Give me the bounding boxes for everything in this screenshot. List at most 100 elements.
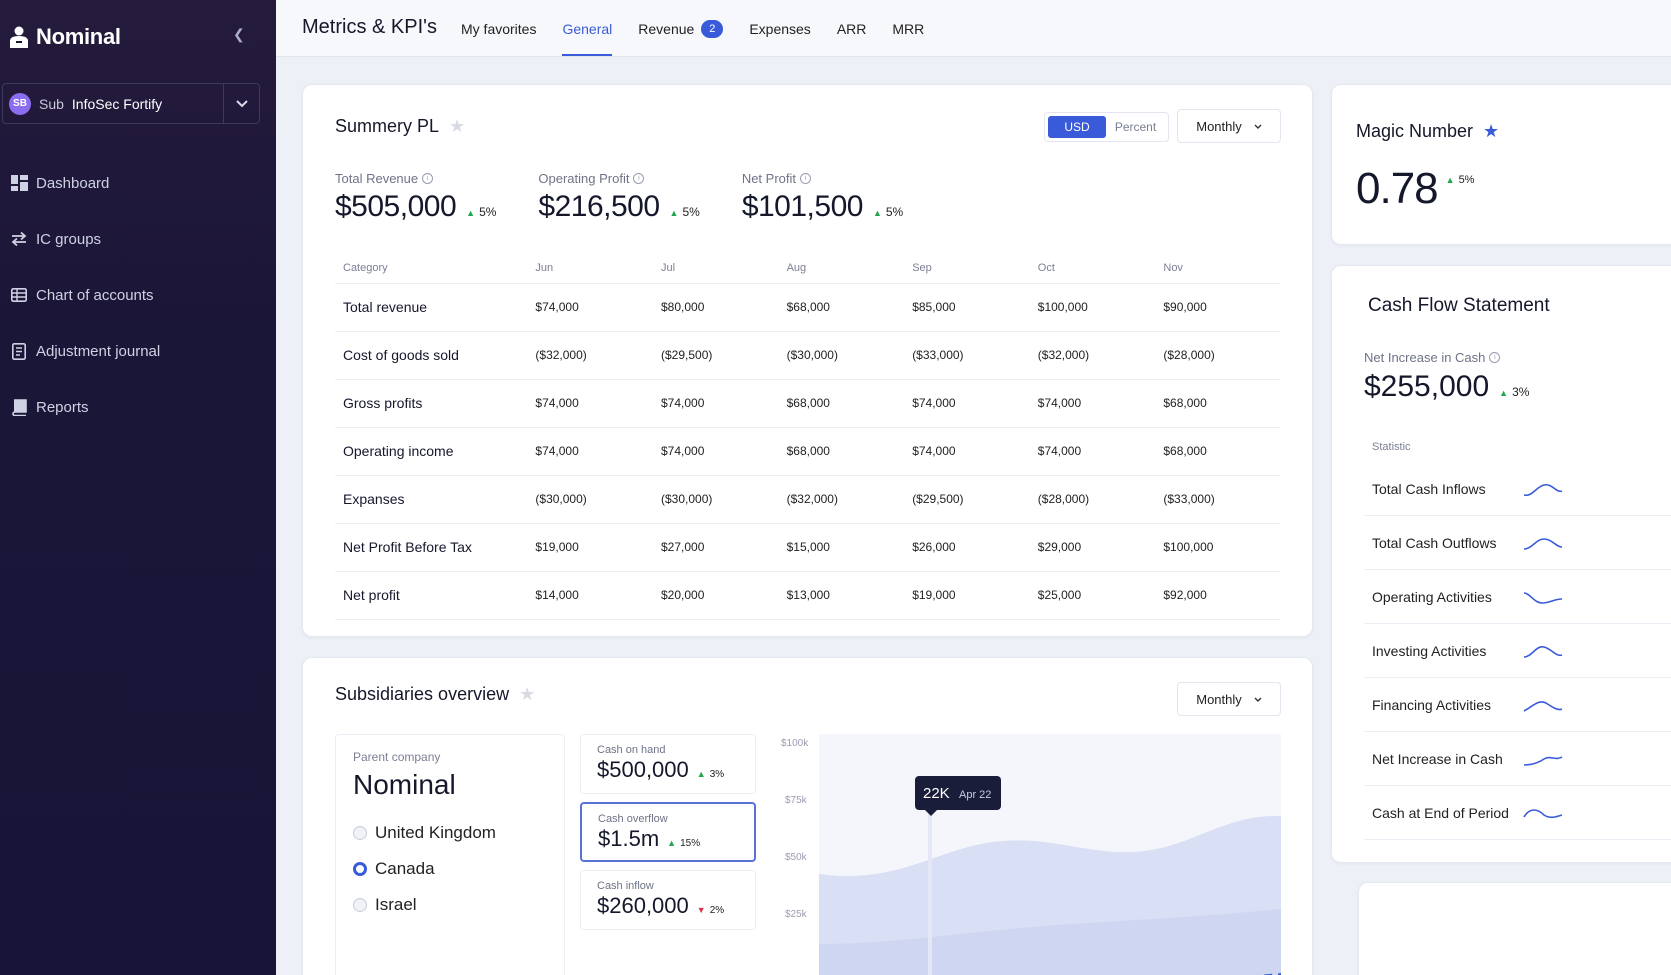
statistic-label: Total Cash Inflows bbox=[1372, 480, 1486, 497]
country-radio-united-kingdom[interactable]: United Kingdom bbox=[353, 823, 496, 843]
y-tick-label: $25k bbox=[785, 909, 808, 920]
metric-cash-overflow[interactable]: Cash overflow $1.5m ▲ 15% bbox=[580, 802, 756, 862]
trend-down-icon: ▼ bbox=[696, 905, 706, 915]
statistic-row[interactable]: Total Cash Outflows bbox=[1364, 516, 1671, 570]
info-icon[interactable]: i bbox=[633, 173, 645, 184]
trend-up-icon: ▲ bbox=[669, 208, 679, 218]
tab-expenses[interactable]: Expenses bbox=[749, 0, 810, 57]
subsidiaries-area-chart[interactable]: $100k $75k $50k $25k 22K Apr 22 bbox=[781, 734, 1281, 975]
statistic-row[interactable]: Investing Activities bbox=[1364, 624, 1671, 678]
table-row[interactable]: Operating income $74,000 $74,000 $68,000 $74… bbox=[335, 426, 1281, 475]
sidebar-item-label: Dashboard bbox=[36, 174, 110, 192]
subsidiaries-overview-card: Subsidiaries overview ★ Monthly Parent c… bbox=[302, 657, 1313, 975]
trend-up-icon: ▲ bbox=[696, 769, 706, 779]
column-header: Category bbox=[343, 261, 388, 274]
statistic-row[interactable]: Net Increase in Cash bbox=[1364, 732, 1671, 786]
company-selector[interactable]: SB Sub InfoSec Fortify bbox=[2, 83, 260, 124]
tab-label: General bbox=[562, 20, 613, 37]
statistic-row[interactable]: Operating Activities bbox=[1364, 570, 1671, 624]
kpi-net-profit: Net Profit i $101,500 ▲ 5% bbox=[742, 171, 903, 224]
app-logo[interactable]: Nominal bbox=[10, 24, 121, 50]
statistic-row[interactable]: Cash at End of Period bbox=[1364, 786, 1671, 840]
sidebar-item-ic-groups[interactable]: IC groups bbox=[10, 211, 160, 267]
table-cell: $68,000 bbox=[778, 378, 905, 427]
period-dropdown[interactable]: Monthly bbox=[1177, 682, 1281, 716]
country-radio-canada[interactable]: Canada bbox=[353, 859, 435, 879]
radio-icon bbox=[353, 826, 367, 840]
sidebar-item-reports[interactable]: Reports bbox=[10, 379, 160, 435]
statistic-label: Net Increase in Cash bbox=[1372, 750, 1503, 767]
statistic-row[interactable]: Total Cash Inflows bbox=[1364, 462, 1671, 516]
tab-revenue[interactable]: Revenue 2 bbox=[638, 0, 724, 57]
country-radio-israel[interactable]: Israel bbox=[353, 895, 417, 915]
country-label: Canada bbox=[375, 859, 435, 878]
kpi-value: $216,500 bbox=[538, 190, 660, 223]
journal-icon bbox=[10, 342, 28, 360]
sidebar-nav: Dashboard IC groups Chart of accounts Ad… bbox=[10, 155, 160, 435]
table-cell: ($28,000) bbox=[1029, 474, 1156, 523]
chart-area-series-secondary bbox=[819, 909, 1281, 975]
table-cell: $74,000 bbox=[1029, 426, 1156, 475]
chart-tooltip bbox=[915, 776, 1001, 810]
chevron-down-icon bbox=[1254, 697, 1262, 702]
table-cell: $92,000 bbox=[1155, 570, 1281, 620]
table-row[interactable]: Cost of goods sold ($32,000) ($29,500) ($30… bbox=[335, 330, 1281, 379]
favorite-star-icon[interactable]: ★ bbox=[449, 116, 466, 136]
table-cell: $100,000 bbox=[1029, 282, 1156, 331]
metric-cash-inflow[interactable]: Cash inflow $260,000 ▼ 2% bbox=[580, 870, 756, 930]
table-cell: $85,000 bbox=[904, 282, 1030, 331]
favorite-star-icon[interactable]: ★ bbox=[519, 684, 536, 704]
tab-label: My favorites bbox=[461, 20, 537, 37]
currency-toggle: USD Percent bbox=[1044, 112, 1169, 142]
percent-toggle-option[interactable]: Percent bbox=[1114, 120, 1157, 134]
table-cell: $68,000 bbox=[1155, 426, 1281, 475]
country-label: United Kingdom bbox=[375, 823, 496, 842]
app-name: Nominal bbox=[36, 24, 121, 49]
kpi-label: Net Profit bbox=[741, 171, 796, 186]
tab-general[interactable]: General bbox=[562, 0, 612, 57]
table-row[interactable]: Total revenue $74,000 $80,000 $68,000 $85,00… bbox=[335, 282, 1281, 331]
info-icon[interactable]: i bbox=[800, 173, 811, 184]
kpi-label: Total Revenue bbox=[335, 171, 419, 186]
table-cell: ($30,000) bbox=[527, 474, 653, 523]
chevron-down-icon[interactable] bbox=[223, 84, 259, 123]
table-cell: ($29,500) bbox=[653, 330, 779, 379]
table-cell: ($28,000) bbox=[1155, 330, 1281, 379]
top-bar: Metrics & KPI's My favorites General Rev… bbox=[276, 0, 1671, 57]
metric-cash-on-hand[interactable]: Cash on hand $500,000 ▲ 3% bbox=[580, 734, 756, 794]
table-row[interactable]: Net profit $14,000 $20,000 $13,000 $19,000 $2… bbox=[335, 570, 1281, 620]
cash-flow-title: Cash Flow Statement bbox=[1368, 295, 1550, 316]
info-icon[interactable]: i bbox=[1489, 352, 1501, 363]
statistic-row[interactable]: Financing Activities bbox=[1364, 678, 1671, 732]
metric-change: 3% bbox=[709, 769, 725, 780]
sidebar-item-label: IC groups bbox=[36, 230, 102, 248]
magic-number-title: Magic Number ★ bbox=[1356, 121, 1499, 142]
user-icon bbox=[10, 26, 28, 48]
kpi-change: 5% bbox=[682, 205, 700, 219]
tab-arr[interactable]: ARR bbox=[837, 0, 867, 57]
sparkline-chart bbox=[1523, 537, 1563, 550]
row-category: Operating income bbox=[335, 426, 528, 475]
tab-bar: My favorites General Revenue 2 Expenses A… bbox=[461, 0, 950, 57]
usd-toggle-option[interactable]: USD bbox=[1048, 116, 1106, 138]
period-dropdown[interactable]: Monthly bbox=[1177, 109, 1281, 143]
summary-pl-card: Summery PL ★ USD Percent Monthly Total R… bbox=[302, 84, 1313, 637]
sparkline-chart bbox=[1523, 645, 1563, 658]
table-cell: ($32,000) bbox=[1029, 330, 1156, 379]
sidebar-item-dashboard[interactable]: Dashboard bbox=[10, 155, 160, 211]
company-badge: SB bbox=[9, 92, 31, 115]
tab-my-favorites[interactable]: My favorites bbox=[461, 0, 536, 57]
reports-icon bbox=[10, 398, 28, 416]
table-row[interactable]: Gross profits $74,000 $74,000 $68,000 $74,00… bbox=[335, 378, 1281, 427]
table-cell: $90,000 bbox=[1155, 282, 1281, 331]
table-header-row: Category Jun Jul Aug Sep Oct Nov bbox=[335, 253, 1281, 283]
info-icon[interactable]: i bbox=[422, 173, 434, 184]
company-name: InfoSec Fortify bbox=[71, 95, 163, 112]
sidebar-item-adjustment-journal[interactable]: Adjustment journal bbox=[10, 323, 160, 379]
collapse-sidebar-icon[interactable]: ❮ bbox=[233, 26, 245, 42]
favorite-star-filled-icon[interactable]: ★ bbox=[1483, 121, 1500, 141]
sidebar-item-chart-of-accounts[interactable]: Chart of accounts bbox=[10, 267, 160, 323]
tab-mrr[interactable]: MRR bbox=[892, 0, 924, 57]
table-row[interactable]: Net Profit Before Tax $19,000 $27,000 $15,0… bbox=[335, 522, 1281, 571]
table-row[interactable]: Expanses ($30,000) ($30,000) ($32,000) ($29,… bbox=[335, 474, 1281, 523]
